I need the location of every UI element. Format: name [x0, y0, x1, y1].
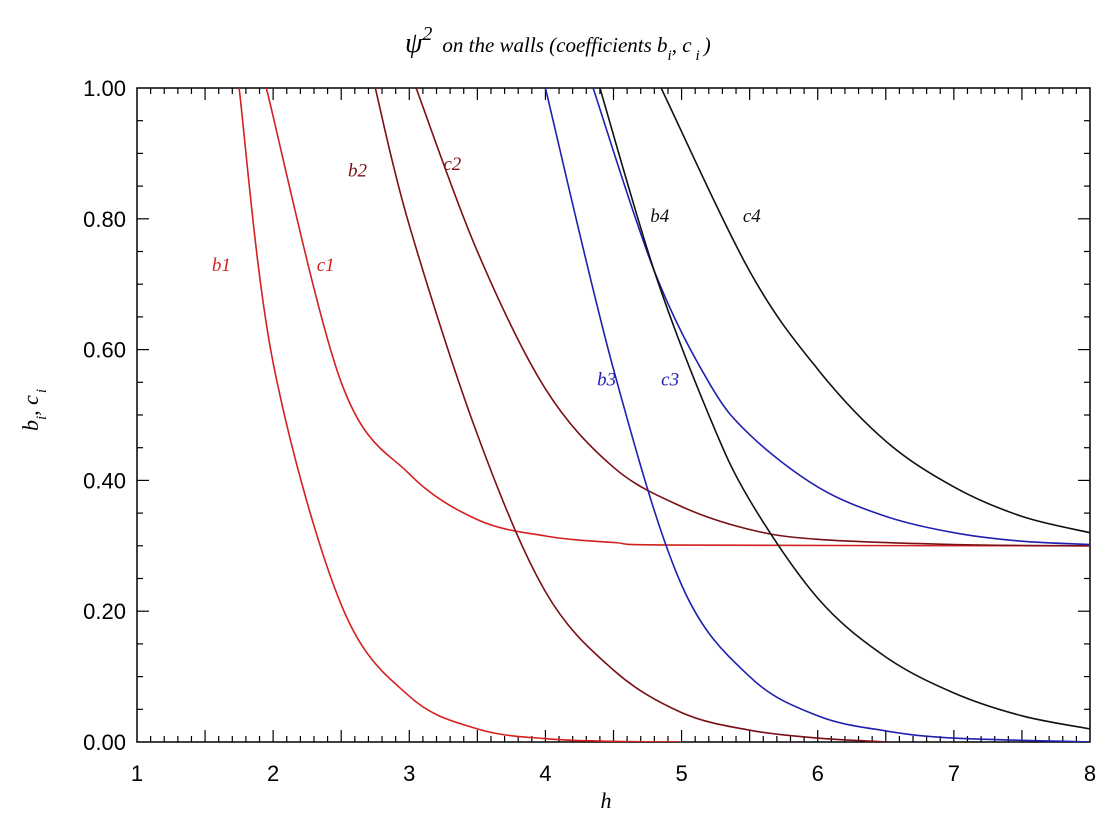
y-tick-label: 1.00: [83, 76, 126, 101]
y-label-sub1: i: [34, 416, 50, 420]
curve-b2: [374, 88, 886, 742]
axis-ticks: [137, 88, 1090, 742]
title-sub1: i: [668, 48, 672, 64]
plot-area: [136, 87, 1091, 743]
curve-label-b4: b4: [650, 206, 670, 227]
x-tick-label: 1: [131, 761, 143, 786]
x-tick-label: 5: [675, 761, 687, 786]
y-tick-label: 0.20: [83, 599, 126, 624]
title-superscript: 2: [422, 23, 432, 45]
curve-label-b3: b3: [597, 370, 616, 391]
curve-label-b2: b2: [348, 160, 368, 181]
curve-label-c3: c3: [661, 370, 679, 391]
curve-label-c1: c1: [317, 255, 335, 276]
y-tick-label: 0.60: [83, 338, 126, 363]
curve-b1: [238, 88, 682, 742]
y-label-mid: , c: [18, 395, 43, 416]
x-axis-label: h: [601, 788, 612, 813]
title-end: ): [703, 33, 711, 57]
curve-label-c2: c2: [443, 154, 461, 175]
title-mid: , c: [672, 33, 693, 57]
x-tick-label: 7: [948, 761, 960, 786]
y-tick-label: 0.40: [83, 468, 126, 493]
y-label-b: b: [18, 420, 43, 431]
curve-c1: [265, 88, 1090, 547]
y-tick-label: 0.80: [83, 207, 126, 232]
curve-label-c4: c4: [743, 206, 761, 227]
x-tick-label: 6: [812, 761, 824, 786]
curve-c4: [660, 88, 1090, 534]
x-tick-label: 3: [403, 761, 415, 786]
title-text: on the walls (coefficients b: [442, 33, 667, 57]
chart-title: ψ2 on the walls (coefficients bi, c i): [405, 23, 711, 64]
x-tick-label: 4: [539, 761, 551, 786]
curve-c2: [415, 88, 1090, 547]
curve-c3: [592, 88, 1090, 546]
x-tick-label: 8: [1084, 761, 1096, 786]
x-tick-label: 2: [267, 761, 279, 786]
y-tick-label: 0.00: [83, 730, 126, 755]
title-symbol: ψ: [405, 28, 423, 59]
y-axis-label: bi, ci: [18, 389, 50, 431]
title-sub2: i: [696, 48, 700, 64]
y-label-sub2: i: [34, 389, 50, 393]
tick-labels: 1 2 3 4 5 6 7 8 0.00 0.20 0.40 0.60 0.80 1.00: [83, 76, 1096, 786]
curve-b3: [544, 88, 1090, 742]
curve-labels: b1 c1 b2 c2 b3 c3 b4 c4: [212, 154, 761, 391]
curve-b4: [599, 88, 1090, 730]
curve-label-b1: b1: [212, 255, 231, 276]
curves: [238, 88, 1090, 742]
